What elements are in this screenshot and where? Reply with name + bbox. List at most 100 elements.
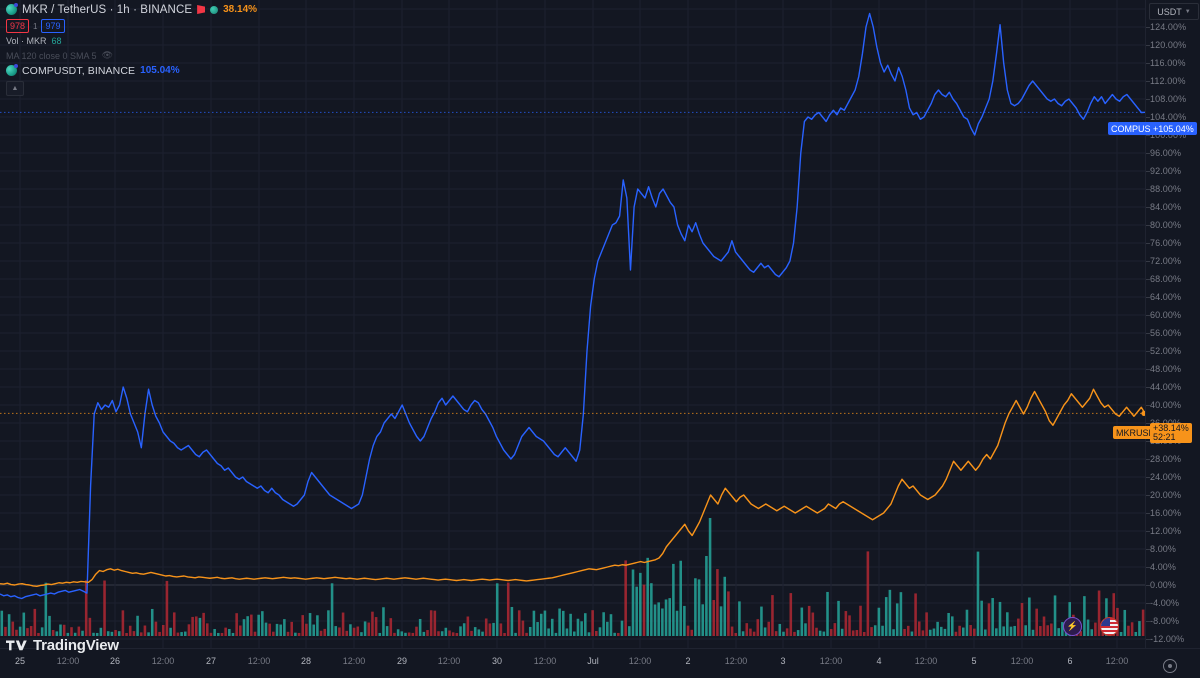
price-axis-tick: 96.00% <box>1150 148 1182 158</box>
time-axis-tick: 12:00 <box>1010 656 1034 666</box>
time-axis-tick: 12:00 <box>533 656 557 666</box>
time-axis-tick: Jul <box>587 656 599 666</box>
time-axis-tick: 28 <box>300 656 312 666</box>
spread-value: 1 <box>33 21 38 31</box>
legend-compare-row[interactable]: COMPUSDT, BINANCE 105.04% <box>6 63 257 78</box>
bid-price[interactable]: 978 <box>6 19 30 33</box>
legend-ma-row[interactable]: MA 120 close 0 SMA 5 👁 <box>6 48 257 63</box>
price-axis-tick: 48.00% <box>1150 364 1182 374</box>
price-axis-tick: 80.00% <box>1150 220 1182 230</box>
time-axis-tick: 4 <box>876 656 882 666</box>
price-axis-tick: 0.00% <box>1150 580 1177 590</box>
price-axis-tick: -4.00% <box>1150 598 1180 608</box>
ask-price[interactable]: 979 <box>41 19 65 33</box>
candle-red-icon <box>197 5 206 14</box>
price-axis-tick-mark <box>1146 567 1150 568</box>
price-axis-tick: 12.00% <box>1150 526 1182 536</box>
price-axis-tick-mark <box>1146 639 1150 640</box>
price-axis-tick: 64.00% <box>1150 292 1182 302</box>
price-axis-tick: 24.00% <box>1150 472 1182 482</box>
lightning-bolt-icon[interactable]: ⚡ <box>1063 617 1082 636</box>
price-axis-tick: 20.00% <box>1150 490 1182 500</box>
price-axis-tick-mark <box>1146 585 1150 586</box>
price-axis-tick: 76.00% <box>1150 238 1182 248</box>
price-axis-tick: 4.00% <box>1150 562 1177 572</box>
price-axis-tick: 60.00% <box>1150 310 1182 320</box>
price-axis-tick: 40.00% <box>1150 400 1182 410</box>
price-axis-tick: 120.00% <box>1150 40 1187 50</box>
price-unit-selector[interactable]: USDT ▼ <box>1149 3 1199 20</box>
price-axis-tick: 92.00% <box>1150 166 1182 176</box>
time-axis-tick: 12:00 <box>342 656 366 666</box>
time-axis[interactable]: 25 12:00 26 12:00 27 12:00 28 12:00 29 12:00 30 12:… <box>0 648 1200 678</box>
time-axis-tick: 12:00 <box>724 656 748 666</box>
price-axis-tick-mark <box>1146 207 1150 208</box>
main-price-tag-value: +38.14% 52:21 <box>1150 423 1192 443</box>
series-green-dot-icon <box>210 5 219 14</box>
time-axis-tick: 26 <box>109 656 121 666</box>
price-axis-tick-mark <box>1146 603 1150 604</box>
price-axis-tick-mark <box>1146 315 1150 316</box>
price-axis-tick: 72.00% <box>1150 256 1182 266</box>
price-axis-tick-mark <box>1146 99 1150 100</box>
price-axis-tick-mark <box>1146 225 1150 226</box>
legend-main-row[interactable]: MKR / TetherUS · 1h · BINANCE 38.14% <box>6 2 257 17</box>
price-axis-tick-mark <box>1146 171 1150 172</box>
price-axis-tick-mark <box>1146 297 1150 298</box>
price-unit-label: USDT <box>1157 6 1182 17</box>
compare-symbol-title[interactable]: COMPUSDT, BINANCE <box>22 64 136 77</box>
price-axis-tick-mark <box>1146 531 1150 532</box>
volume-value: 68 <box>51 35 62 46</box>
time-axis-tick: 29 <box>396 656 408 666</box>
compare-change-value: 105.04% <box>140 65 180 76</box>
price-axis-tick-mark <box>1146 441 1150 442</box>
price-axis-tick: 100.00% <box>1150 130 1187 140</box>
price-axis-tick: 28.00% <box>1150 454 1182 464</box>
time-axis-tick: 12:00 <box>437 656 461 666</box>
legend-volume-row[interactable]: Vol · MKR 68 <box>6 33 257 48</box>
price-axis-tick-mark <box>1146 117 1150 118</box>
price-axis-tick: 124.00% <box>1150 22 1187 32</box>
time-axis-tick: 12:00 <box>1105 656 1129 666</box>
us-flag-icon[interactable] <box>1100 617 1119 636</box>
price-axis-tick-mark <box>1146 513 1150 514</box>
price-axis[interactable]: USDT ▼ 124.00% 120.00% 116.00% 112.00% 108.0… <box>1145 0 1200 648</box>
chart-grid <box>0 0 1145 648</box>
price-axis-tick: 56.00% <box>1150 328 1182 338</box>
price-axis-tick: 116.00% <box>1150 58 1186 68</box>
price-axis-tick: 52.00% <box>1150 346 1182 356</box>
price-axis-tick: 68.00% <box>1150 274 1182 284</box>
mkr-coin-icon <box>6 3 18 15</box>
chart-plot-area[interactable] <box>0 0 1145 648</box>
chart-legend: MKR / TetherUS · 1h · BINANCE 38.14% 978… <box>6 2 257 96</box>
bid-ask-row: 978 1 979 <box>6 19 257 33</box>
eye-hidden-icon[interactable]: 👁 <box>101 50 113 60</box>
price-axis-tick: 84.00% <box>1150 202 1182 212</box>
price-axis-tick-mark <box>1146 153 1150 154</box>
price-axis-tick-mark <box>1146 45 1150 46</box>
price-axis-tick: 44.00% <box>1150 382 1182 392</box>
time-axis-tick: 2 <box>685 656 691 666</box>
chart-series-canvas <box>0 12 1145 636</box>
comp-coin-icon <box>6 64 18 76</box>
price-axis-tick-mark <box>1146 279 1150 280</box>
chevron-down-icon: ▼ <box>1184 8 1191 15</box>
price-axis-tick: 104.00% <box>1150 112 1187 122</box>
price-axis-tick-mark <box>1146 459 1150 460</box>
time-axis-tick: 3 <box>780 656 786 666</box>
time-axis-tick: 12:00 <box>914 656 938 666</box>
price-axis-tick-mark <box>1146 63 1150 64</box>
price-axis-tick-mark <box>1146 621 1150 622</box>
symbol-title[interactable]: MKR / TetherUS · 1h · BINANCE <box>22 3 193 16</box>
time-axis-tick: 5 <box>971 656 977 666</box>
legend-collapse-button[interactable]: ▲ <box>6 81 24 96</box>
time-axis-tick: 30 <box>491 656 503 666</box>
time-axis-tick: 12:00 <box>247 656 271 666</box>
price-axis-tick-mark <box>1146 81 1150 82</box>
crosshair-target-icon[interactable] <box>1163 659 1177 673</box>
time-axis-tick: 25 <box>14 656 26 666</box>
time-axis-tick: 12:00 <box>56 656 80 666</box>
price-axis-tick-mark <box>1146 387 1150 388</box>
compare-price-tag-value: +105.04% <box>1150 122 1197 135</box>
